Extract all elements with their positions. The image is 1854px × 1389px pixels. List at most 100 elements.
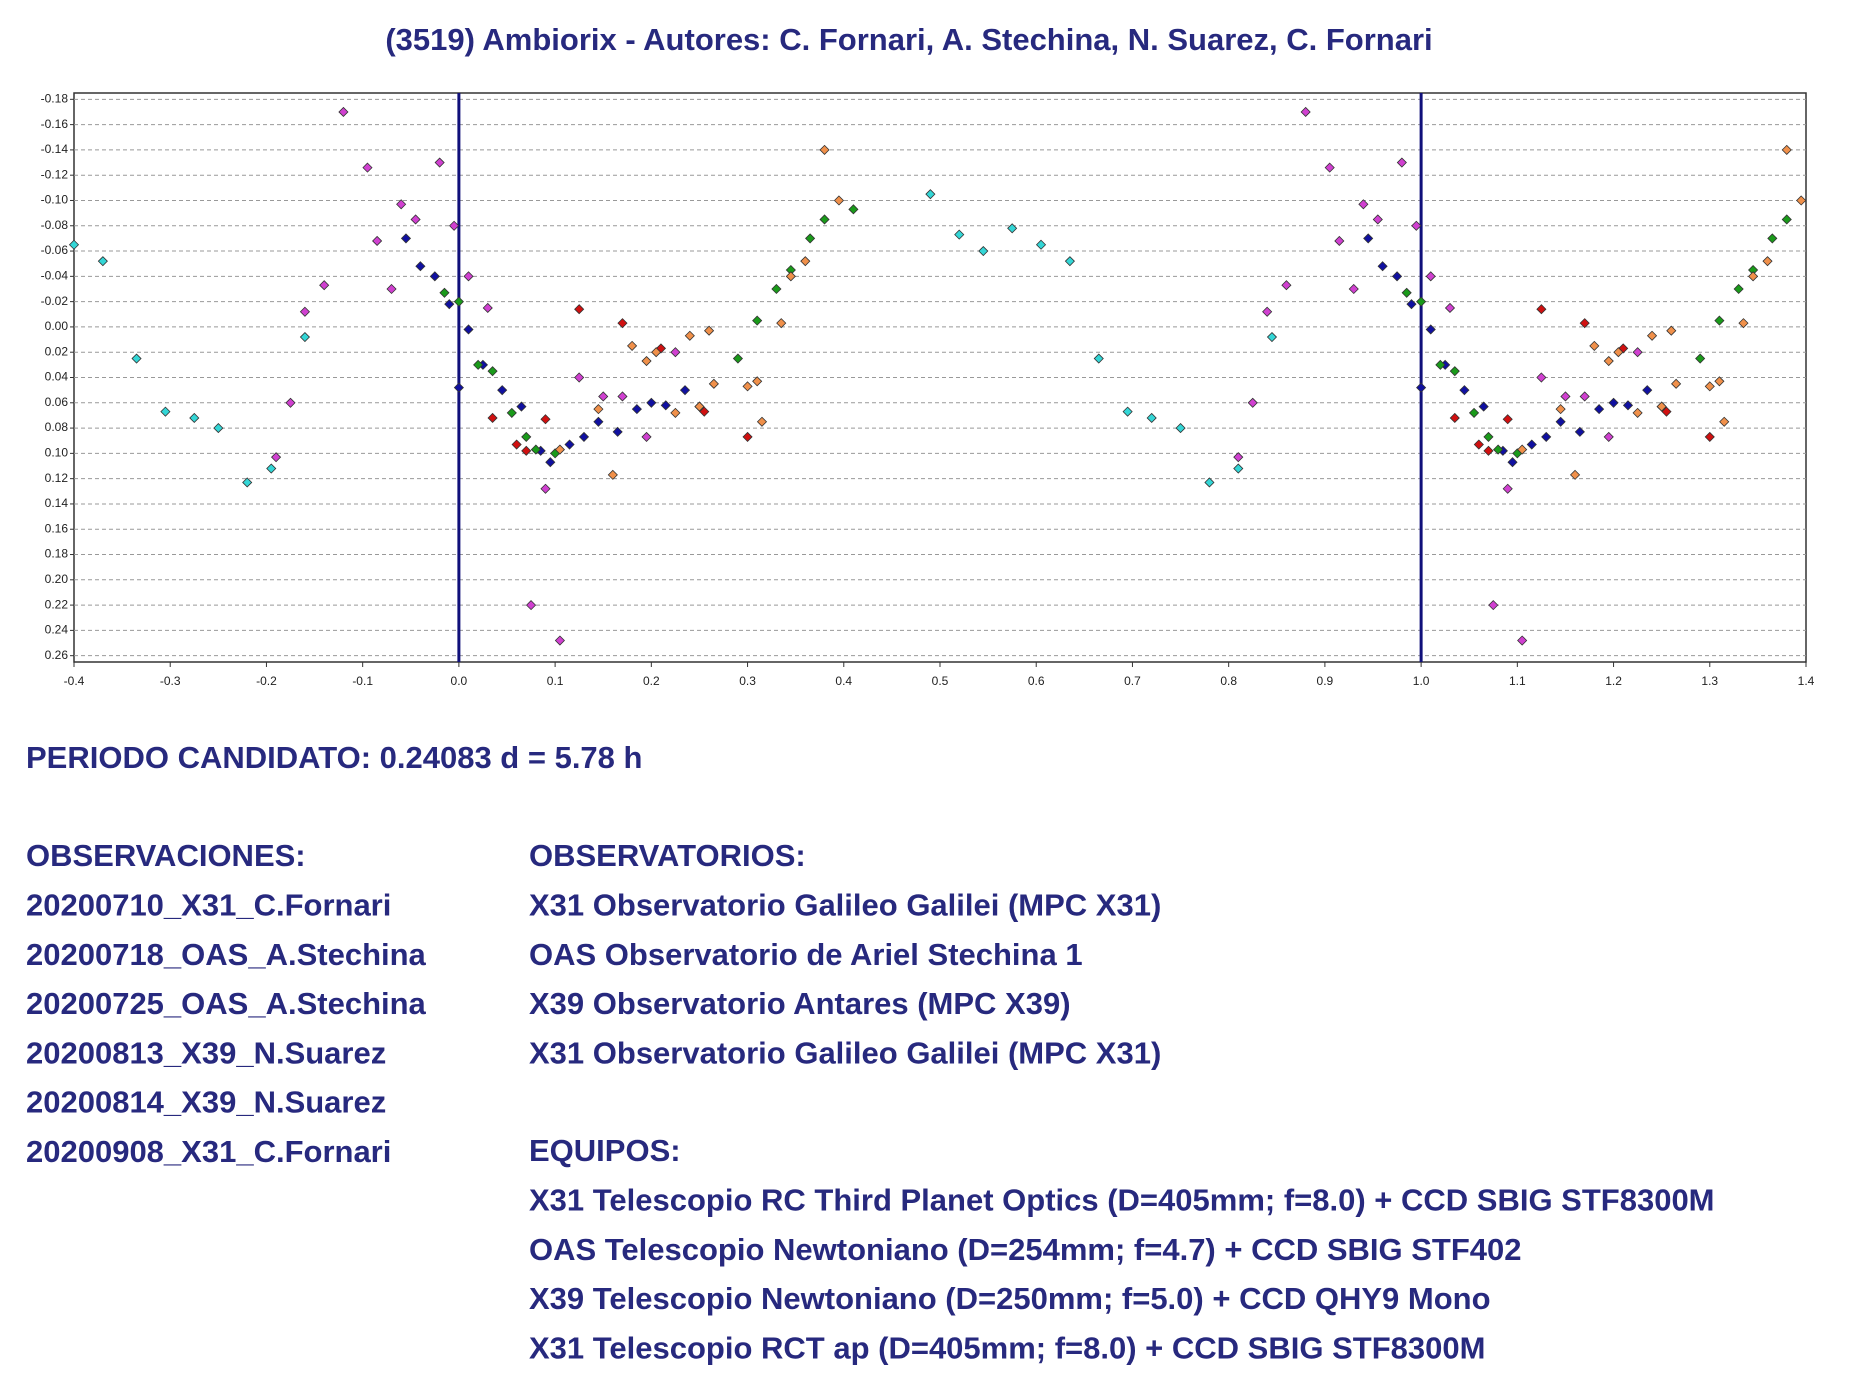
data-point [1459, 385, 1470, 396]
data-point [545, 457, 556, 468]
data-point [660, 400, 671, 411]
data-point [554, 635, 565, 646]
data-point [1666, 325, 1677, 336]
data-point [819, 214, 830, 225]
data-point [1608, 397, 1619, 408]
x-tick-label: -0.3 [160, 674, 181, 688]
data-point [631, 404, 642, 415]
data-point [598, 391, 609, 402]
y-tick-label: 0.02 [45, 344, 69, 358]
x-tick-label: 0.4 [835, 674, 852, 688]
data-point [954, 229, 965, 240]
data-point [1719, 416, 1730, 427]
data-point [1574, 426, 1585, 437]
data-point [1642, 385, 1653, 396]
data-point [627, 340, 638, 351]
data-point [1704, 431, 1715, 442]
data-point [521, 431, 532, 442]
data-point [1247, 397, 1258, 408]
y-tick-label: -0.04 [41, 269, 69, 283]
data-point [1425, 324, 1436, 335]
data-point [1714, 376, 1725, 387]
chart-title: (3519) Ambiorix - Autores: C. Fornari, A… [385, 22, 1432, 57]
y-tick-label: -0.08 [41, 218, 69, 232]
y-tick-label: 0.26 [45, 648, 69, 662]
observation-item: 20200814_X39_N.Suarez [26, 1085, 386, 1120]
data-point [641, 355, 652, 367]
y-tick-label: 0.00 [45, 319, 69, 333]
observatory-item: X31 Observatorio Galileo Galilei (MPC X3… [529, 1035, 1161, 1070]
data-point [516, 401, 527, 412]
data-point [1435, 359, 1446, 370]
data-point [386, 283, 397, 295]
data-point [742, 431, 753, 442]
observatory-item: OAS Observatorio de Ariel Stechina 1 [529, 937, 1083, 972]
x-tick-label: 0.0 [451, 674, 468, 688]
period: PERIODO CANDIDATO: 0.24083 d = 5.78 h [26, 740, 642, 775]
x-tick-label: 0.5 [932, 674, 949, 688]
data-point [651, 347, 662, 358]
x-tick-label: 1.2 [1605, 674, 1622, 688]
x-tick-label: 1.3 [1701, 674, 1718, 688]
data-point [800, 256, 811, 267]
data-point [429, 271, 440, 282]
data-point [1767, 233, 1778, 244]
data-point [1502, 483, 1513, 494]
data-point [925, 189, 936, 200]
data-point [1262, 306, 1273, 317]
y-tick-label: 0.08 [45, 420, 69, 434]
data-point [1517, 635, 1528, 646]
observatory-item: X39 Observatorio Antares (MPC X39) [529, 986, 1071, 1021]
data-point [1555, 416, 1566, 427]
data-point [1646, 330, 1658, 341]
data-point [396, 199, 407, 210]
data-point [400, 233, 412, 244]
data-point [1377, 261, 1388, 272]
y-tick-label: -0.12 [41, 167, 69, 181]
data-point [1589, 340, 1600, 351]
equipment-item: X31 Telescopio RCT ap (D=405mm; f=8.0) +… [529, 1330, 1485, 1365]
data-point [439, 287, 450, 298]
data-point [1093, 353, 1104, 364]
data-point [444, 299, 455, 310]
data-point [1762, 256, 1773, 267]
x-tick-label: 0.6 [1028, 674, 1045, 688]
data-point [1266, 331, 1278, 343]
data-point [299, 306, 310, 317]
y-tick-label: 0.22 [45, 597, 69, 611]
data-point [362, 162, 373, 173]
data-point [1483, 445, 1494, 456]
y-tick-label: -0.18 [41, 91, 69, 105]
data-point [646, 397, 657, 408]
equipment-item: OAS Telescopio Newtoniano (D=254mm; f=4.… [529, 1232, 1522, 1267]
observation-item: 20200908_X31_C.Fornari [26, 1134, 391, 1169]
observation-item: 20200725_OAS_A.Stechina [26, 986, 427, 1021]
observatory-title: OBSERVATORIOS: [529, 838, 806, 873]
data-point [1603, 355, 1614, 367]
x-tick-label: 0.1 [547, 674, 564, 688]
data-point [1064, 256, 1075, 267]
data-point [1738, 318, 1749, 329]
data-point [160, 406, 171, 417]
data-point [1416, 296, 1427, 307]
observation-item: 20200718_OAS_A.Stechina [26, 937, 427, 972]
data-point [1748, 271, 1759, 282]
data-point [1449, 412, 1460, 424]
data-point [463, 271, 474, 282]
data-point [1478, 401, 1489, 412]
data-point [1007, 223, 1018, 234]
data-point [1796, 195, 1807, 206]
x-tick-label: 0.2 [643, 674, 660, 688]
data-point [574, 372, 585, 383]
data-point [1594, 404, 1605, 415]
data-point [578, 431, 590, 442]
data-point [1536, 304, 1547, 315]
data-point [574, 304, 585, 315]
data-point [612, 426, 623, 437]
data-point [1411, 220, 1422, 231]
data-point [1233, 452, 1244, 463]
data-point [242, 477, 253, 488]
y-tick-label: 0.24 [45, 623, 69, 637]
data-point [410, 214, 421, 225]
